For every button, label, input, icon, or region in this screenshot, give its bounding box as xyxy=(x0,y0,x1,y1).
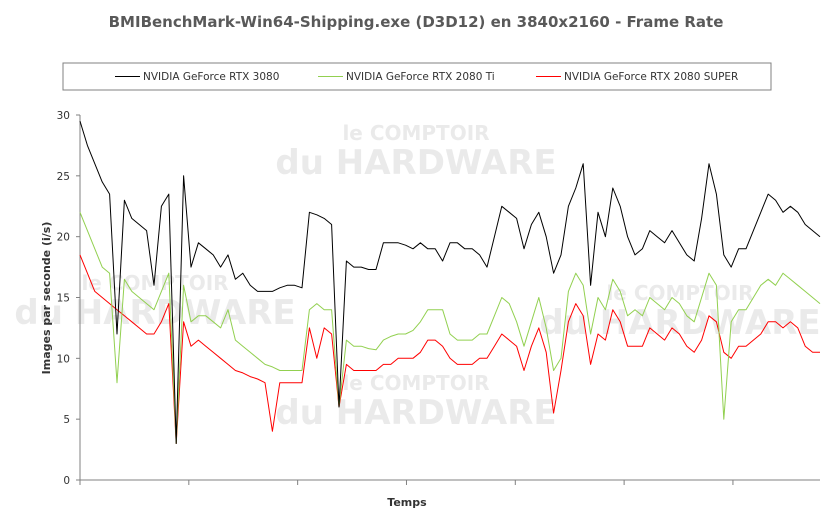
y-tick-label: 5 xyxy=(63,414,70,426)
legend-label-rtx2080super: NVIDIA GeForce RTX 2080 SUPER xyxy=(564,71,738,83)
y-tick-label: 20 xyxy=(57,232,70,244)
y-tick-label: 0 xyxy=(63,475,70,487)
legend-box xyxy=(62,62,772,91)
y-tick-label: 15 xyxy=(57,293,70,305)
y-tick-label: 30 xyxy=(57,110,70,122)
chart-title: BMIBenchMark-Win64-Shipping.exe (D3D12) … xyxy=(109,13,724,31)
watermark-text: du HARDWARE xyxy=(14,293,295,333)
series-line-nvidia-geforce-rtx-2080-ti xyxy=(79,212,821,444)
y-axis-label: Images par seconde (i/s) xyxy=(40,222,53,375)
legend: NVIDIA GeForce RTX 3080 NVIDIA GeForce R… xyxy=(62,62,772,91)
watermark-text: le COMPTOIR xyxy=(342,371,489,395)
watermark-text: le COMPTOIR xyxy=(606,281,753,305)
y-tick-label: 25 xyxy=(57,171,70,183)
watermark-text: du HARDWARE xyxy=(275,143,556,183)
y-tick-label: 10 xyxy=(57,353,70,365)
series-line-nvidia-geforce-rtx-3080 xyxy=(79,120,821,444)
x-ticks xyxy=(79,480,734,485)
legend-label-rtx3080: NVIDIA GeForce RTX 3080 xyxy=(143,71,279,83)
watermark-text: du HARDWARE xyxy=(539,303,820,343)
series-group xyxy=(79,120,821,444)
watermark-text: du HARDWARE xyxy=(275,393,556,433)
legend-label-rtx2080ti: NVIDIA GeForce RTX 2080 Ti xyxy=(346,71,495,83)
y-ticks: 0 5 10 15 20 25 30 xyxy=(57,110,80,487)
series-line-nvidia-geforce-rtx-2080-super xyxy=(79,254,820,444)
x-axis-label: Temps xyxy=(387,496,427,509)
watermark-text: le COMPTOIR xyxy=(342,121,489,145)
